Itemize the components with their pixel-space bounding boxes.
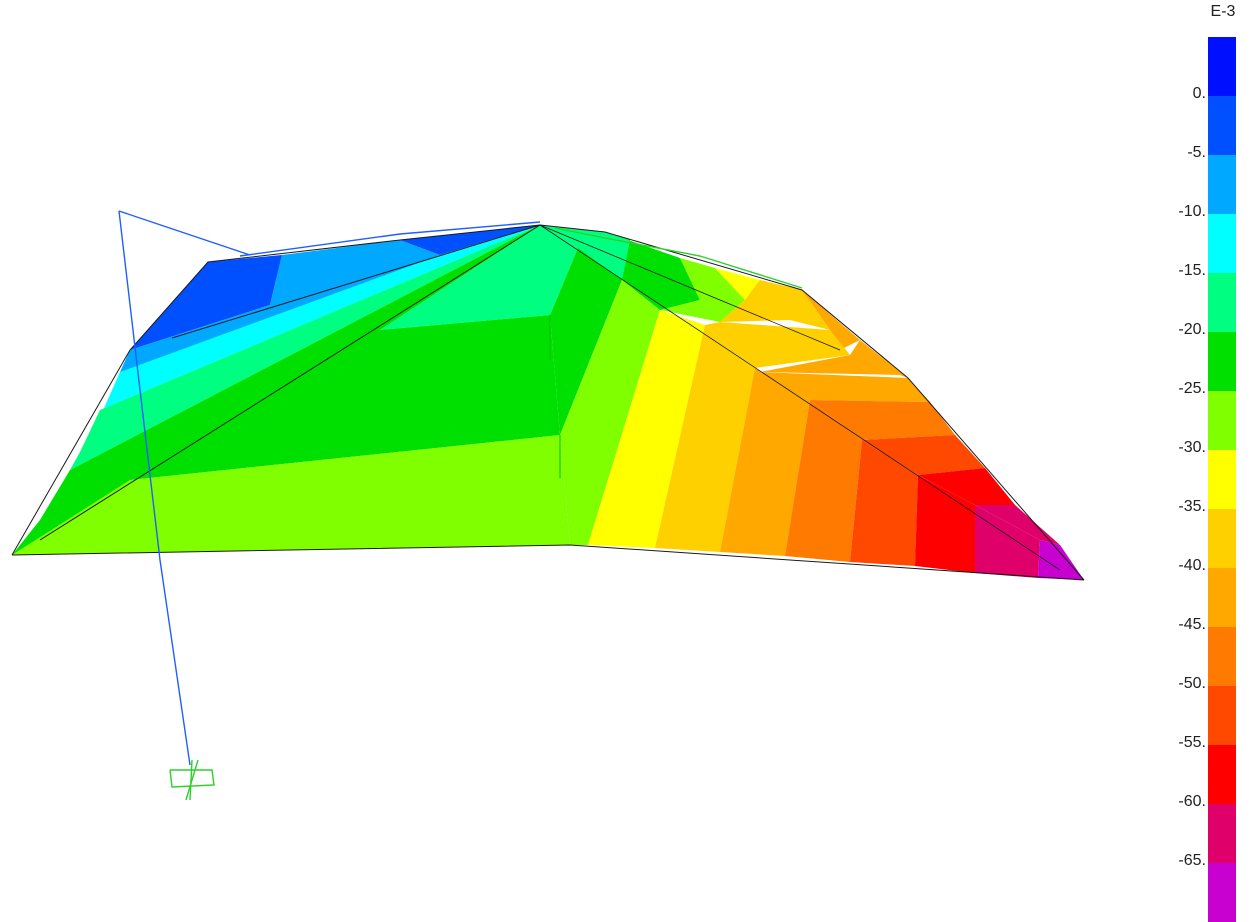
contour-band — [12, 435, 570, 555]
legend-swatch — [1208, 37, 1236, 96]
legend-exponent: E-3 — [1210, 3, 1236, 20]
legend-swatch — [1208, 96, 1236, 155]
contour-band — [975, 505, 1060, 545]
contour-band — [720, 280, 830, 330]
contour-band — [1038, 540, 1084, 580]
legend-swatch — [1208, 332, 1236, 391]
legend-label: -40. — [1178, 557, 1206, 574]
legend-label: 0. — [1192, 85, 1206, 102]
contour-band — [130, 255, 282, 350]
legend-swatch — [1208, 450, 1236, 509]
shell-surface — [12, 225, 1084, 580]
legend-label: -25. — [1178, 380, 1206, 397]
mesh-edges — [11, 224, 1085, 581]
legend-swatch — [1208, 391, 1236, 450]
legend-label: -35. — [1178, 498, 1206, 515]
contour-band — [655, 325, 755, 552]
contour-band — [918, 468, 1015, 505]
legend-label: -10. — [1178, 203, 1206, 220]
contour-band — [975, 505, 1040, 578]
contour-band — [705, 322, 850, 368]
legend-label: -30. — [1178, 439, 1206, 456]
legend-swatch — [1208, 686, 1236, 745]
contour-band — [588, 310, 705, 548]
legend-swatch — [1208, 804, 1236, 863]
contour-band — [605, 232, 700, 310]
contour-band — [850, 440, 918, 566]
legend-label: -45. — [1178, 616, 1206, 633]
legend-swatch — [1208, 568, 1236, 627]
legend-label: -5. — [1187, 144, 1206, 161]
legend-label: -15. — [1178, 262, 1206, 279]
legend-label: -55. — [1178, 734, 1206, 751]
contour-band — [810, 400, 955, 440]
contour-band — [760, 340, 908, 378]
legend-label: -20. — [1178, 321, 1206, 338]
contour-band — [560, 280, 660, 545]
contour-band — [400, 225, 540, 255]
legend-swatch — [1208, 745, 1236, 804]
contour-band — [540, 225, 630, 435]
contour-band — [40, 225, 560, 520]
contour-band — [760, 372, 930, 402]
contour-band — [915, 475, 975, 573]
legend-label: -60. — [1178, 793, 1206, 810]
legend-swatch — [1208, 509, 1236, 568]
legend-label: -50. — [1178, 675, 1206, 692]
contour-band — [380, 225, 578, 330]
legend-swatch — [1208, 273, 1236, 332]
legend-swatch — [1208, 627, 1236, 686]
contour-band — [802, 290, 860, 350]
legend-swatch — [1208, 155, 1236, 214]
contour-band — [660, 258, 745, 322]
legend-label: -65. — [1178, 852, 1206, 869]
contour-band — [785, 400, 862, 562]
legend-swatch — [1208, 214, 1236, 273]
wireframe-lines — [118, 210, 803, 801]
contour-band — [720, 368, 810, 556]
contour-band — [862, 435, 985, 475]
color-legend-bar — [1208, 37, 1236, 922]
legend-swatch — [1208, 863, 1236, 922]
